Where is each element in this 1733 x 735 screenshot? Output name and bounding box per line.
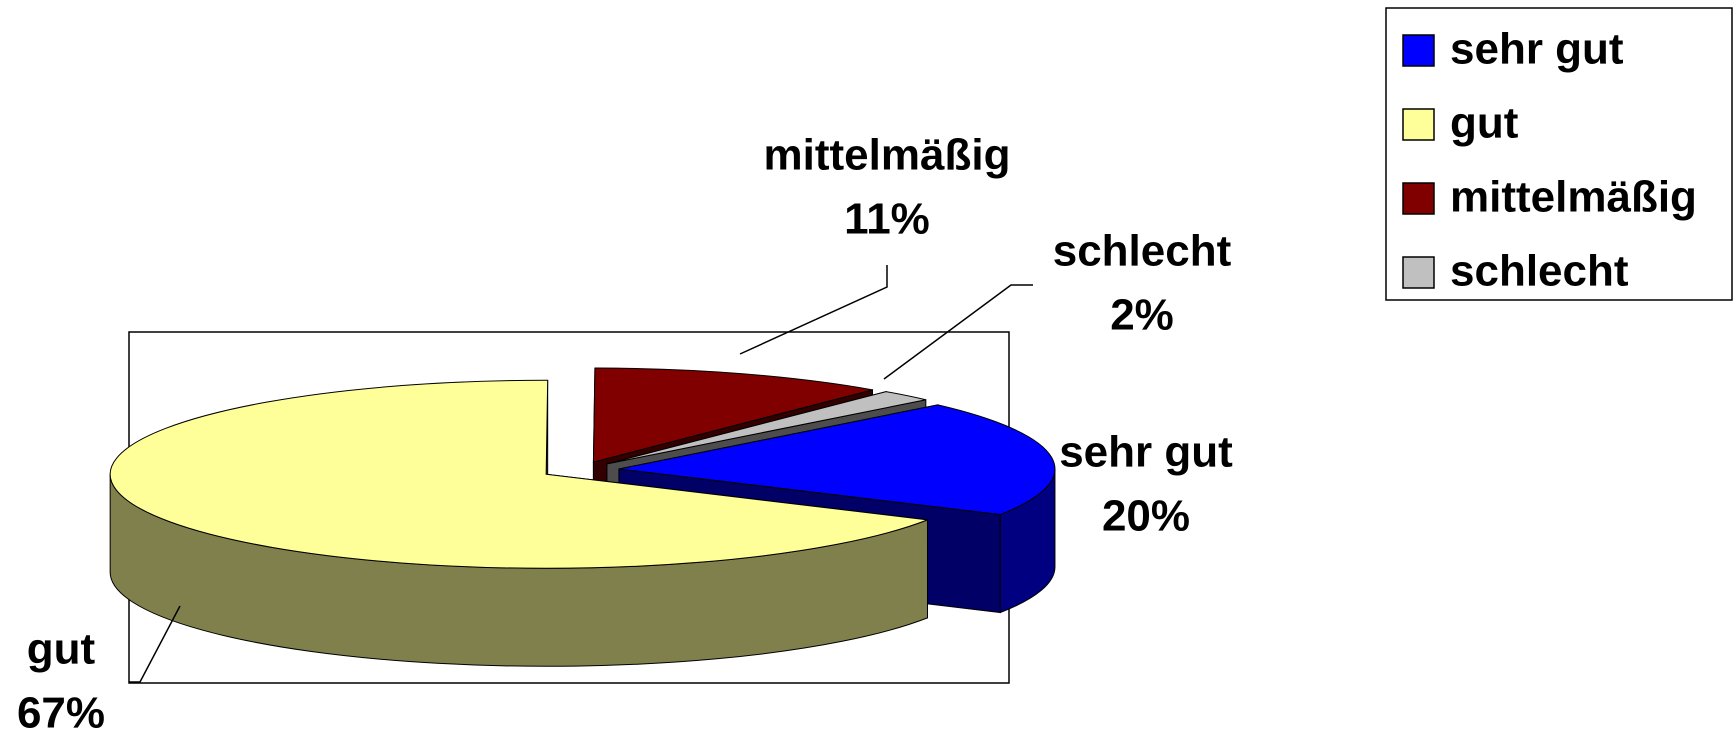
legend-box	[1385, 7, 1733, 301]
legend-label: sehr gut	[1450, 25, 1624, 74]
data-label-value: 20%	[1102, 492, 1190, 541]
leader-line	[129, 605, 181, 683]
leader-line	[739, 265, 888, 355]
legend-swatch	[1402, 182, 1435, 215]
data-label-value: 2%	[1110, 291, 1174, 340]
data-label-name: sehr gut	[1059, 428, 1233, 477]
data-label-name: schlecht	[1053, 227, 1232, 276]
leader-line	[883, 284, 1033, 380]
slice-top	[606, 391, 926, 465]
slice-top	[109, 379, 928, 569]
slice-top	[618, 404, 1056, 516]
data-label-value: 67%	[17, 689, 105, 735]
data-label-value: 11%	[844, 195, 930, 244]
legend-label: mittelmäßig	[1450, 173, 1697, 222]
legend-label: gut	[1450, 99, 1519, 148]
legend-swatch	[1402, 256, 1435, 289]
data-label-name: gut	[27, 625, 96, 674]
legend-label: schlecht	[1450, 247, 1629, 296]
legend-swatch	[1402, 108, 1435, 141]
data-label-name: mittelmäßig	[764, 131, 1011, 180]
slice-top	[592, 367, 873, 463]
legend-swatch	[1402, 34, 1435, 67]
